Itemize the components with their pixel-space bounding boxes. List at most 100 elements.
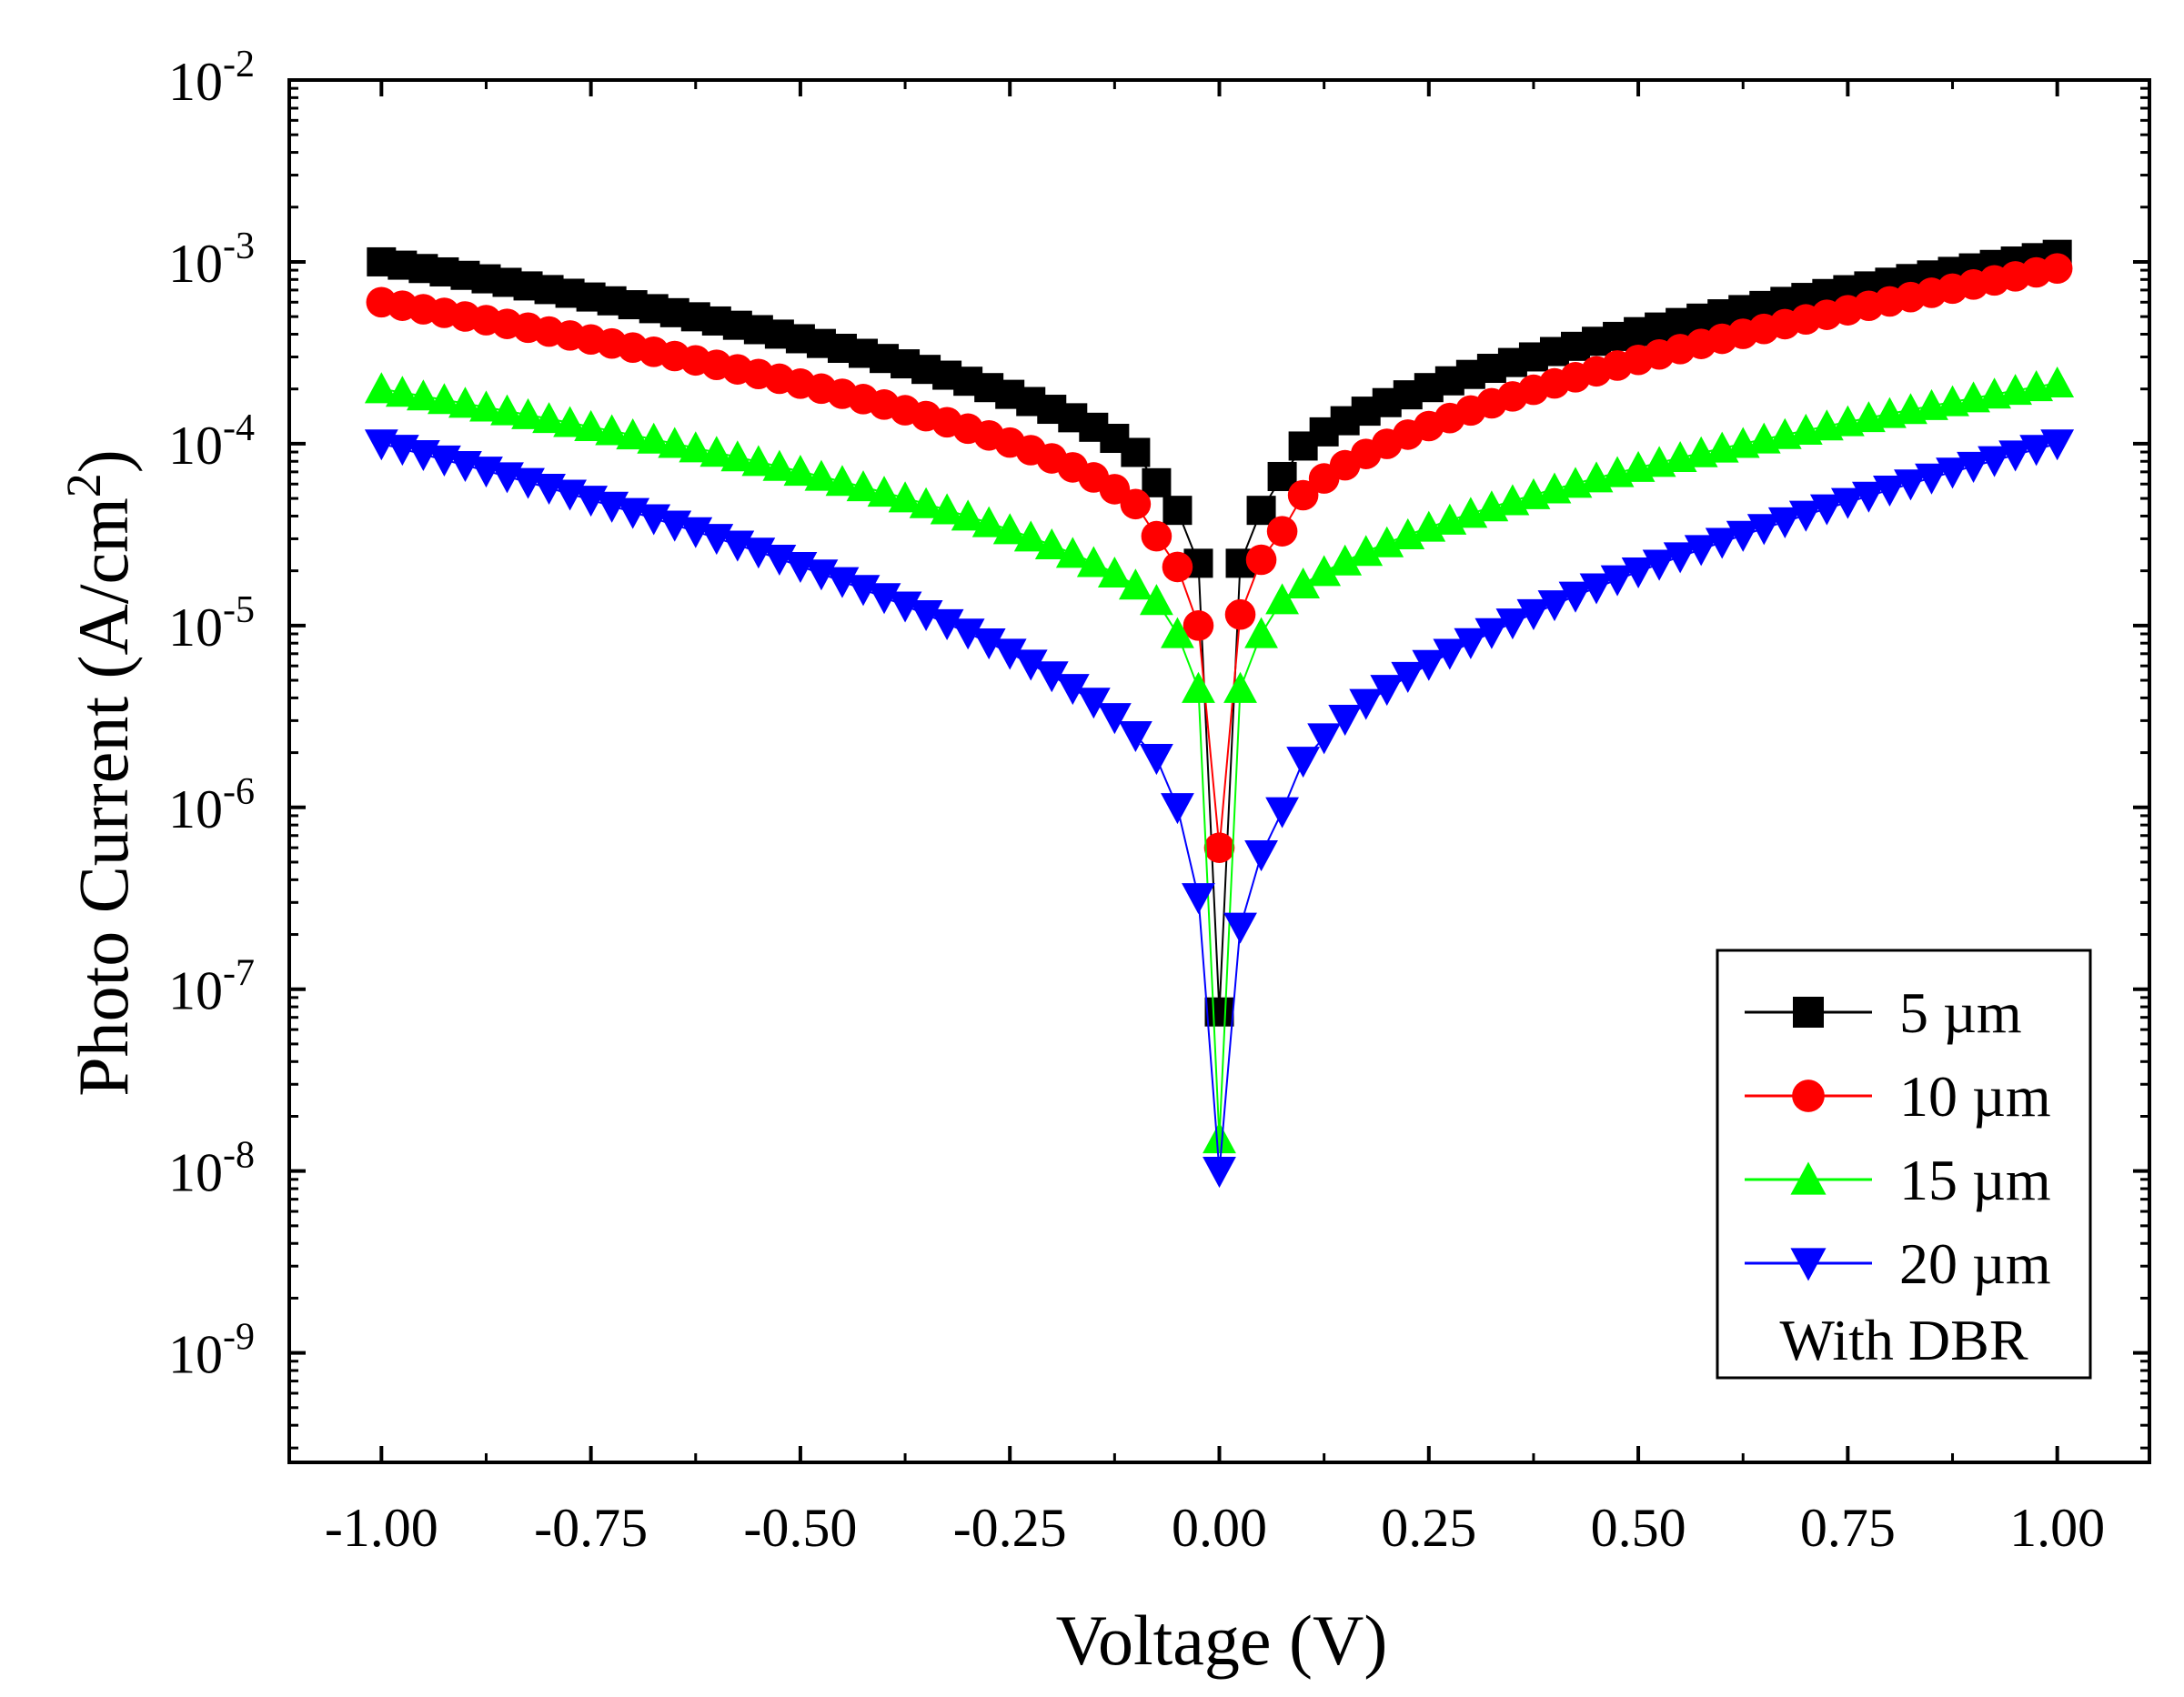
data-point-triangle-down xyxy=(1830,487,1865,519)
data-point-triangle-down xyxy=(1433,638,1467,670)
y-tick-base: 10 xyxy=(168,597,223,658)
x-tick-label: 0.75 xyxy=(1800,1498,1896,1558)
data-point-triangle-up xyxy=(406,379,440,411)
x-tick-label: 0.25 xyxy=(1381,1498,1476,1558)
data-point-triangle-down xyxy=(1600,565,1635,597)
legend-items: 5 µm 10 µm 15 µm 20 µm xyxy=(1745,980,2051,1296)
data-point-circle xyxy=(1266,516,1298,547)
data-point-triangle-up xyxy=(616,418,650,450)
data-point-triangle-down xyxy=(1936,457,1969,489)
data-point-triangle-down xyxy=(1349,688,1384,720)
data-point-circle xyxy=(1203,832,1235,863)
data-point-triangle-up xyxy=(971,506,1006,537)
y-tick-exponent: -9 xyxy=(223,1317,255,1359)
data-point-triangle-up xyxy=(574,409,609,441)
data-point-triangle-down xyxy=(1558,581,1593,613)
data-point-circle xyxy=(2041,253,2073,284)
data-point-triangle-down xyxy=(1788,500,1823,532)
data-point-circle xyxy=(1287,479,1319,511)
data-point-triangle-down xyxy=(1454,628,1488,659)
data-point-triangle-down xyxy=(1182,883,1215,915)
data-point-triangle-up xyxy=(658,427,692,458)
y-tick-exponent: -2 xyxy=(223,44,255,85)
x-axis-ticks: -1.00 -0.75 -0.50 -0.25 0.00 0.25 0.50 0.75 1.00 xyxy=(325,80,2105,1558)
data-point-triangle-down xyxy=(1034,661,1069,693)
y-tick-label: 10-9 xyxy=(168,1317,255,1385)
data-point-triangle-down xyxy=(1790,1248,1827,1281)
data-point-triangle-down xyxy=(992,638,1027,670)
data-point-triangle-down xyxy=(1013,649,1048,681)
data-point-triangle-down xyxy=(930,608,964,640)
series-triangle-down xyxy=(364,429,2075,1189)
data-point-circle xyxy=(1120,488,1152,520)
data-point-triangle-up xyxy=(762,449,797,481)
y-axis-title-sup: 2 xyxy=(56,473,111,497)
data-point-triangle-up xyxy=(1265,583,1299,615)
data-point-triangle-up xyxy=(1055,537,1090,568)
legend-box xyxy=(1716,949,2092,1380)
legend-label: 5 µm xyxy=(1899,980,2022,1045)
data-point-triangle-down xyxy=(1391,661,1425,693)
data-point-triangle-down xyxy=(1474,618,1509,649)
y-tick-exponent: -5 xyxy=(223,589,255,631)
data-point-triangle-up xyxy=(804,459,839,491)
data-point-triangle-down xyxy=(1118,720,1152,753)
data-point-circle xyxy=(1183,610,1214,641)
y-axis-ticks: 10-210-310-410-510-610-710-810-9 xyxy=(168,44,2149,1450)
data-point-triangle-up xyxy=(1790,1161,1827,1195)
y-tick-label: 10-6 xyxy=(168,771,255,839)
data-point-triangle-down xyxy=(1767,507,1802,538)
data-point-triangle-up xyxy=(1244,617,1278,648)
data-point-triangle-up xyxy=(1161,617,1194,648)
data-point-triangle-down xyxy=(1663,542,1697,574)
data-point-triangle-up xyxy=(448,387,482,418)
data-point-triangle-up xyxy=(428,383,461,415)
data-point-triangle-up xyxy=(951,499,985,531)
y-axis-title-end: ) xyxy=(64,449,143,473)
data-point-square xyxy=(1121,437,1151,467)
data-point-triangle-down xyxy=(1705,527,1739,559)
data-point-triangle-down xyxy=(1097,703,1132,735)
data-point-triangle-down xyxy=(846,575,881,607)
data-point-circle xyxy=(1141,520,1173,552)
data-point-triangle-down xyxy=(1873,475,1907,507)
data-point-circle xyxy=(1245,544,1277,576)
x-tick-label: 0.50 xyxy=(1591,1498,1686,1558)
series-layer xyxy=(364,239,2075,1189)
data-point-triangle-down xyxy=(1328,705,1363,737)
y-tick-exponent: -7 xyxy=(223,953,255,995)
data-point-triangle-down xyxy=(2040,429,2075,461)
series-triangle-up xyxy=(364,367,2075,1154)
data-point-triangle-up xyxy=(2040,367,2075,398)
data-point-triangle-up xyxy=(469,390,503,422)
data-point-triangle-down xyxy=(1726,520,1760,552)
y-tick-base: 10 xyxy=(168,779,223,839)
data-point-triangle-up xyxy=(741,445,776,477)
y-tick-base: 10 xyxy=(168,52,223,112)
data-point-triangle-down xyxy=(1286,747,1321,778)
y-tick-base: 10 xyxy=(168,961,223,1021)
y-tick-base: 10 xyxy=(168,234,223,294)
data-point-triangle-up xyxy=(532,402,566,434)
y-tick-label: 10-3 xyxy=(168,226,255,294)
data-point-square xyxy=(1793,997,1824,1028)
y-axis-title: Photo Current (A/cm2) xyxy=(56,449,143,1097)
data-point-triangle-down xyxy=(1642,549,1676,581)
data-point-triangle-down xyxy=(1203,1157,1236,1189)
y-axis-title-main: Photo Current (A/cm xyxy=(64,497,143,1097)
data-point-triangle-down xyxy=(867,583,901,615)
data-point-triangle-down xyxy=(1915,463,1948,495)
data-point-triangle-down xyxy=(1161,793,1194,825)
legend-label: 20 µm xyxy=(1899,1231,2051,1296)
data-point-triangle-up xyxy=(992,513,1027,545)
data-point-triangle-down xyxy=(1684,535,1718,567)
legend-note: With DBR xyxy=(1780,1308,2028,1372)
data-point-triangle-up xyxy=(699,436,734,467)
data-point-triangle-down xyxy=(1852,481,1886,513)
data-point-triangle-up xyxy=(679,431,713,463)
data-point-triangle-up xyxy=(1013,520,1048,552)
data-point-triangle-down xyxy=(1809,494,1844,526)
data-point-triangle-up xyxy=(1223,671,1257,703)
y-tick-label: 10-2 xyxy=(168,44,255,112)
